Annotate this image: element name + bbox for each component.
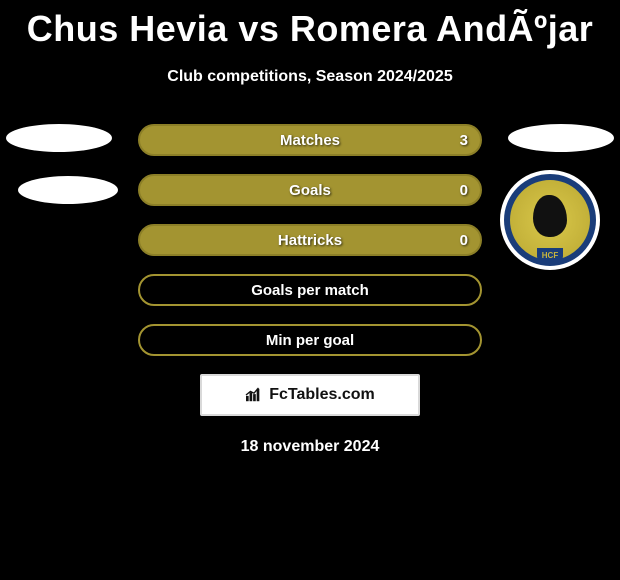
stat-right-value: 0: [460, 232, 468, 249]
subtitle: Club competitions, Season 2024/2025: [0, 68, 620, 86]
page-title: Chus Hevia vs Romera AndÃºjar: [0, 0, 620, 50]
stat-right-value: 3: [460, 132, 468, 149]
footer-date: 18 november 2024: [0, 438, 620, 456]
stats-area: Matches 3 Goals 0 Hattricks 0 Goals per …: [0, 124, 620, 356]
stat-row-goals-per-match: Goals per match: [138, 274, 482, 306]
stat-row-goals: Goals 0: [138, 174, 482, 206]
bar-chart-icon: [245, 387, 263, 403]
stat-label: Goals per match: [251, 282, 369, 299]
h2h-card: Chus Hevia vs Romera AndÃºjar Club compe…: [0, 0, 620, 580]
stat-row-hattricks: Hattricks 0: [138, 224, 482, 256]
stat-row-min-per-goal: Min per goal: [138, 324, 482, 356]
stat-row-matches: Matches 3: [138, 124, 482, 156]
brand-link[interactable]: FcTables.com: [200, 374, 420, 416]
stat-label: Min per goal: [266, 332, 354, 349]
stat-label: Goals: [289, 182, 331, 199]
stat-right-value: 0: [460, 182, 468, 199]
stat-label: Hattricks: [278, 232, 342, 249]
brand-text: FcTables.com: [269, 386, 375, 404]
stat-label: Matches: [280, 132, 340, 149]
